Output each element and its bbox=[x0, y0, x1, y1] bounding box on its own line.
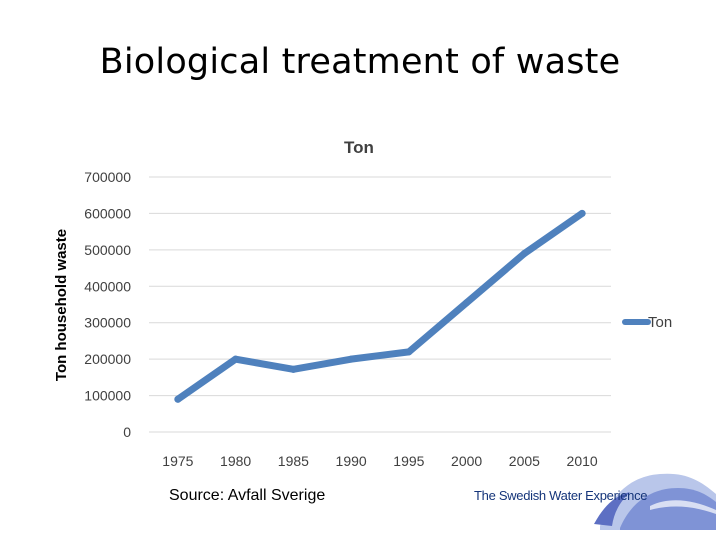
y-tick-label: 0 bbox=[123, 424, 131, 440]
x-tick-label: 1980 bbox=[220, 453, 251, 469]
x-tick-labels: 1975 1980 1985 1990 1995 2000 2005 2010 bbox=[162, 453, 598, 469]
x-tick-label: 1990 bbox=[336, 453, 367, 469]
x-tick-label: 1975 bbox=[162, 453, 193, 469]
gridlines bbox=[149, 176, 611, 433]
slide-title: Biological treatment of waste bbox=[99, 42, 621, 82]
y-tick-label: 600000 bbox=[84, 205, 131, 221]
data-point bbox=[232, 355, 240, 363]
source-note: Source: Avfall Sverige bbox=[169, 487, 326, 504]
x-tick-label: 1985 bbox=[278, 453, 309, 469]
series-line bbox=[174, 209, 586, 403]
brand-text: The Swedish Water Experience bbox=[474, 488, 648, 503]
y-axis-label: Ton household waste bbox=[53, 229, 70, 381]
data-point bbox=[289, 365, 297, 373]
data-point bbox=[174, 395, 182, 403]
legend-label: Ton bbox=[648, 314, 672, 331]
y-tick-label: 300000 bbox=[84, 315, 131, 331]
x-tick-label: 2010 bbox=[567, 453, 598, 469]
data-point bbox=[347, 355, 355, 363]
x-tick-label: 2005 bbox=[509, 453, 540, 469]
legend: Ton bbox=[622, 314, 672, 331]
data-point bbox=[578, 209, 586, 217]
y-tick-label: 100000 bbox=[84, 388, 131, 404]
x-tick-label: 2000 bbox=[451, 453, 482, 469]
y-tick-label: 700000 bbox=[84, 169, 131, 185]
y-tick-label: 500000 bbox=[84, 242, 131, 258]
series-ton bbox=[174, 209, 586, 403]
y-tick-label: 400000 bbox=[84, 278, 131, 294]
brand-wave-icon bbox=[594, 473, 716, 530]
y-tick-labels: 0 100000 200000 300000 400000 500000 600000 700… bbox=[84, 169, 131, 440]
y-tick-label: 200000 bbox=[84, 351, 131, 367]
data-point bbox=[520, 250, 528, 257]
x-tick-label: 1995 bbox=[393, 453, 424, 469]
chart-title: Ton bbox=[344, 138, 374, 157]
data-point bbox=[463, 299, 471, 307]
data-point bbox=[405, 348, 413, 356]
